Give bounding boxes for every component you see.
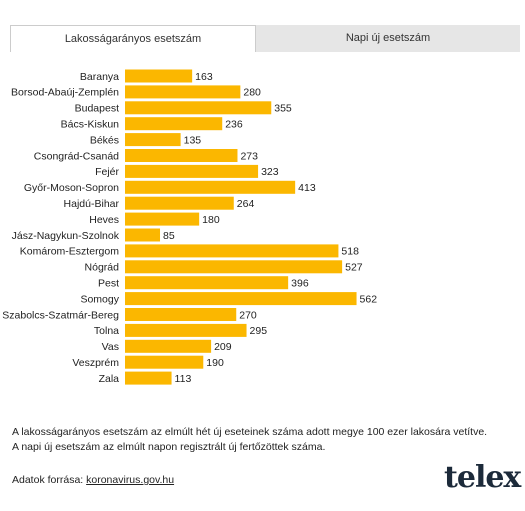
note: A lakosságarányos esetszám az elmúlt hét… (12, 426, 488, 438)
source-link[interactable]: koronavirus.gov.hu (86, 474, 175, 486)
bar (125, 133, 181, 147)
category-label: Hajdú-Bihar (64, 198, 120, 210)
value-label: 413 (298, 182, 316, 194)
bar (125, 149, 238, 162)
bar (125, 117, 223, 131)
source-label: Adatok forrása: (12, 474, 84, 486)
category-label: Borsod-Abaúj-Zemplén (11, 87, 119, 99)
value-label: 396 (291, 277, 309, 289)
bar (125, 323, 247, 337)
value-label: 190 (206, 357, 224, 369)
bar (125, 212, 200, 226)
value-label: 163 (195, 71, 213, 83)
bar (125, 371, 172, 385)
value-label: 518 (341, 246, 359, 258)
bar (125, 276, 289, 290)
value-label: 180 (202, 214, 220, 226)
category-label: Bács-Kiskun (61, 118, 120, 130)
value-label: 323 (261, 166, 279, 178)
value-label: 355 (274, 103, 292, 115)
value-label: 236 (225, 118, 243, 130)
value-label: 295 (250, 325, 268, 337)
value-label: 264 (237, 198, 255, 210)
category-label: Békés (90, 134, 119, 146)
category-label: Fejér (95, 166, 119, 178)
bar (125, 292, 357, 306)
value-label: 273 (240, 150, 258, 162)
category-label: Tolna (94, 325, 119, 337)
bar (125, 101, 272, 115)
value-label: 135 (184, 134, 202, 146)
category-label: Vas (102, 341, 119, 353)
category-label: Szabolcs-Szatmár-Bereg (2, 309, 119, 321)
category-label: Zala (99, 373, 120, 385)
category-label: Csongrád-Csanád (34, 150, 119, 162)
bar (125, 85, 241, 99)
bar (125, 228, 161, 242)
bar (125, 196, 234, 210)
category-label: Jász-Nagykun-Szolnok (12, 230, 120, 242)
logo: telex (444, 460, 521, 495)
bar (125, 260, 343, 274)
value-label: 562 (360, 293, 378, 305)
bar (125, 164, 259, 178)
bar (125, 355, 204, 369)
value-label: 113 (175, 373, 192, 385)
note: A napi új esetszám az elmúlt napon regis… (12, 441, 326, 453)
bar (125, 339, 212, 353)
bar (125, 69, 193, 83)
value-label: 280 (243, 87, 261, 99)
tab[interactable]: Lakosságarányos esetszám (10, 25, 256, 52)
category-label: Komárom-Esztergom (20, 246, 119, 258)
bar (125, 308, 237, 321)
category-label: Győr-Moson-Sopron (24, 182, 119, 194)
bar (125, 244, 339, 258)
tab[interactable]: Napi új esetszám (256, 25, 520, 52)
source: Adatok forrása: koronavirus.gov.hu (12, 474, 174, 486)
chart: Baranya 163 Borsod-Abaúj-Zemplén 280 Budapes… (2, 69, 378, 385)
category-label: Pest (98, 277, 119, 289)
value-label: 209 (214, 341, 232, 353)
category-label: Baranya (80, 71, 119, 83)
bar (125, 180, 296, 194)
category-label: Budapest (75, 103, 119, 115)
category-label: Heves (89, 214, 119, 226)
value-label: 85 (163, 230, 175, 242)
category-label: Veszprém (72, 357, 119, 369)
category-label: Nógrád (85, 262, 120, 274)
value-label: 270 (239, 309, 257, 321)
category-label: Somogy (80, 293, 119, 305)
value-label: 527 (345, 262, 363, 274)
